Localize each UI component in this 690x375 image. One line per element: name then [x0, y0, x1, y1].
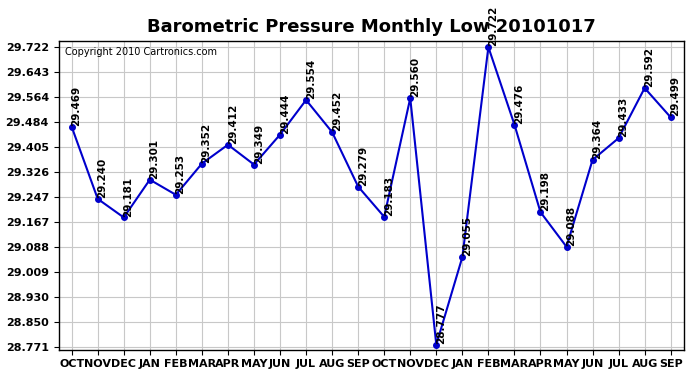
Text: 29.181: 29.181	[124, 176, 133, 216]
Text: 29.088: 29.088	[566, 206, 576, 246]
Text: 29.469: 29.469	[71, 86, 81, 126]
Text: 29.055: 29.055	[462, 216, 472, 256]
Text: 29.349: 29.349	[254, 123, 264, 164]
Text: 29.476: 29.476	[514, 83, 524, 124]
Text: 28.777: 28.777	[436, 303, 446, 344]
Text: 29.364: 29.364	[592, 118, 602, 159]
Text: 29.301: 29.301	[150, 139, 159, 179]
Text: 29.279: 29.279	[358, 146, 368, 186]
Text: 29.240: 29.240	[97, 158, 108, 198]
Text: 29.592: 29.592	[644, 47, 654, 87]
Text: 29.452: 29.452	[332, 91, 342, 131]
Text: 29.198: 29.198	[540, 171, 550, 211]
Text: 29.433: 29.433	[618, 97, 629, 137]
Text: 29.412: 29.412	[228, 104, 237, 144]
Text: 29.554: 29.554	[306, 59, 316, 99]
Text: 29.183: 29.183	[384, 176, 394, 216]
Text: Copyright 2010 Cartronics.com: Copyright 2010 Cartronics.com	[65, 47, 217, 57]
Text: 29.722: 29.722	[488, 6, 498, 46]
Text: 29.560: 29.560	[410, 57, 420, 97]
Text: 29.444: 29.444	[279, 93, 290, 134]
Text: 29.499: 29.499	[671, 76, 680, 116]
Text: 29.253: 29.253	[175, 154, 186, 194]
Title: Barometric Pressure Monthly Low 20101017: Barometric Pressure Monthly Low 20101017	[147, 18, 595, 36]
Text: 29.352: 29.352	[201, 123, 212, 163]
